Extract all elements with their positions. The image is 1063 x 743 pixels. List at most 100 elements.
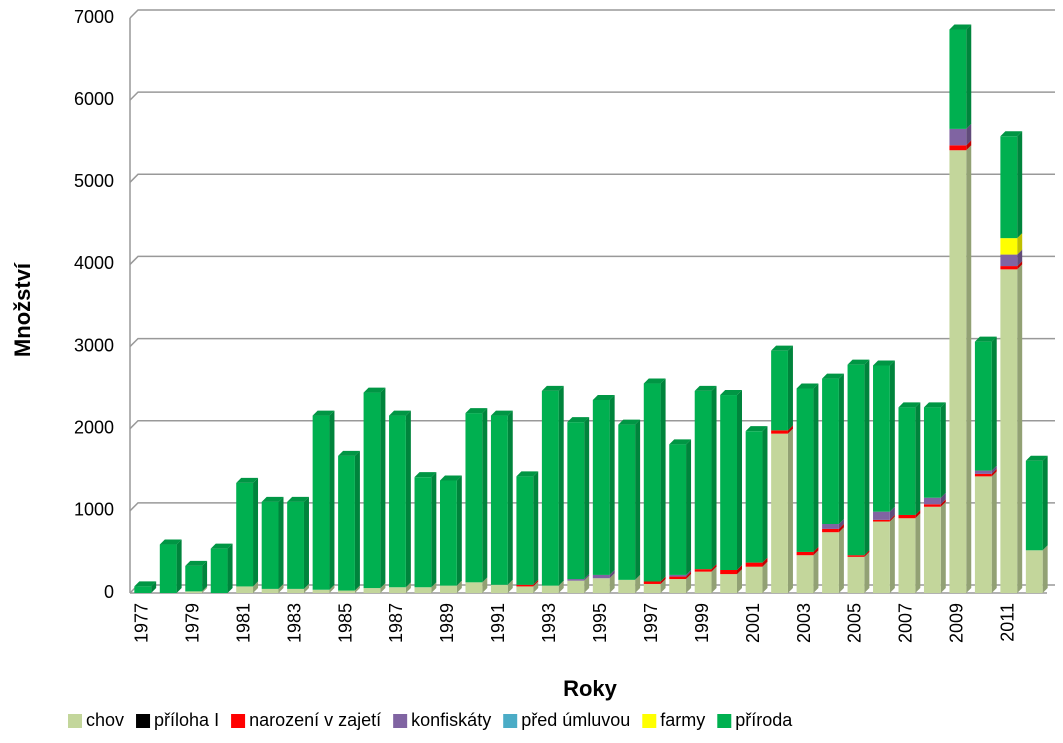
bar-top — [974, 336, 997, 342]
bar — [414, 587, 432, 593]
x-axis-title: Roky — [563, 676, 618, 701]
bar-side — [787, 345, 793, 431]
bar — [236, 586, 254, 593]
bar — [949, 145, 967, 151]
bar-top — [567, 417, 590, 423]
bar — [949, 29, 967, 129]
bar — [822, 524, 839, 529]
bar — [312, 589, 330, 593]
bar-top — [185, 560, 208, 566]
bar-side — [686, 439, 692, 575]
bar-side — [966, 145, 972, 593]
bar-side — [558, 385, 564, 586]
bar-side — [609, 569, 615, 579]
legend-swatch — [503, 714, 518, 728]
bar — [1000, 136, 1018, 239]
bar — [669, 576, 687, 580]
bar-side — [813, 383, 819, 552]
bar — [847, 555, 865, 557]
bar — [873, 521, 890, 593]
y-tick-label: 2000 — [74, 417, 114, 437]
bar — [338, 590, 355, 593]
bar — [490, 584, 508, 593]
bar-side — [584, 417, 590, 580]
bar — [974, 470, 992, 474]
bar-side — [915, 513, 921, 593]
bar-top — [898, 402, 921, 408]
bar-top — [287, 496, 309, 502]
bar-side — [380, 387, 386, 589]
bar — [592, 399, 610, 575]
bar — [567, 579, 585, 581]
bar — [643, 383, 661, 582]
bar — [923, 506, 941, 593]
bar-top — [592, 394, 615, 400]
bar-top — [720, 390, 743, 396]
legend-swatch — [717, 714, 732, 728]
legend-label: příloha I — [154, 710, 219, 730]
bar — [771, 350, 788, 431]
bar — [363, 588, 381, 593]
bar-side — [991, 471, 997, 593]
bar-side — [635, 419, 641, 580]
x-tick-label: 2009 — [947, 603, 967, 643]
bar-side — [686, 569, 692, 577]
legend-swatch — [393, 714, 408, 728]
x-tick-label: 2003 — [794, 603, 814, 643]
bar — [745, 431, 763, 563]
bar — [720, 570, 738, 575]
bar — [1025, 550, 1043, 593]
x-tick-label: 1991 — [488, 603, 508, 643]
bar — [287, 588, 304, 593]
bar-side — [354, 585, 360, 593]
x-tick-label: 1987 — [386, 603, 406, 643]
bar — [822, 532, 839, 593]
x-tick-label: 1977 — [131, 603, 151, 643]
bar — [847, 556, 865, 593]
bar — [363, 392, 381, 589]
bar-top — [923, 402, 946, 408]
bar-side — [354, 450, 360, 591]
bar-side — [635, 574, 641, 593]
bar-side — [202, 586, 208, 593]
bar-side — [889, 516, 895, 593]
bar — [974, 341, 992, 471]
y-tick-label: 5000 — [74, 171, 114, 191]
bar-side — [431, 582, 437, 593]
bar — [185, 565, 203, 592]
bar — [694, 569, 712, 572]
bar-top — [822, 373, 844, 379]
bar — [414, 477, 432, 588]
bar-side — [278, 583, 284, 593]
bar — [745, 566, 763, 593]
bar-side — [303, 496, 309, 589]
bar-side — [838, 523, 844, 533]
grid-line — [129, 419, 1055, 430]
bar — [261, 588, 279, 593]
bar — [898, 518, 916, 593]
bar-side — [1042, 545, 1048, 593]
bar — [898, 514, 916, 519]
bar-side — [405, 410, 411, 588]
x-tick-label: 2001 — [743, 603, 763, 643]
bar-side — [915, 402, 921, 515]
bar — [923, 407, 941, 498]
y-tick-label: 4000 — [74, 253, 114, 273]
bar — [796, 551, 814, 556]
bar — [1000, 266, 1018, 270]
bar — [541, 390, 559, 586]
bar — [516, 584, 534, 587]
x-tick-label: 1999 — [692, 603, 712, 643]
x-tick-label: 2011 — [998, 603, 1018, 642]
x-tick-label: 1981 — [233, 603, 253, 643]
x-tick-label: 1989 — [437, 603, 457, 643]
bar-side — [737, 390, 743, 570]
bar-top — [338, 450, 360, 456]
bar-side — [533, 581, 539, 593]
bar — [745, 562, 763, 567]
bar-side — [787, 425, 793, 434]
bar — [465, 582, 483, 593]
bar — [236, 482, 254, 587]
bar-side — [889, 514, 895, 522]
